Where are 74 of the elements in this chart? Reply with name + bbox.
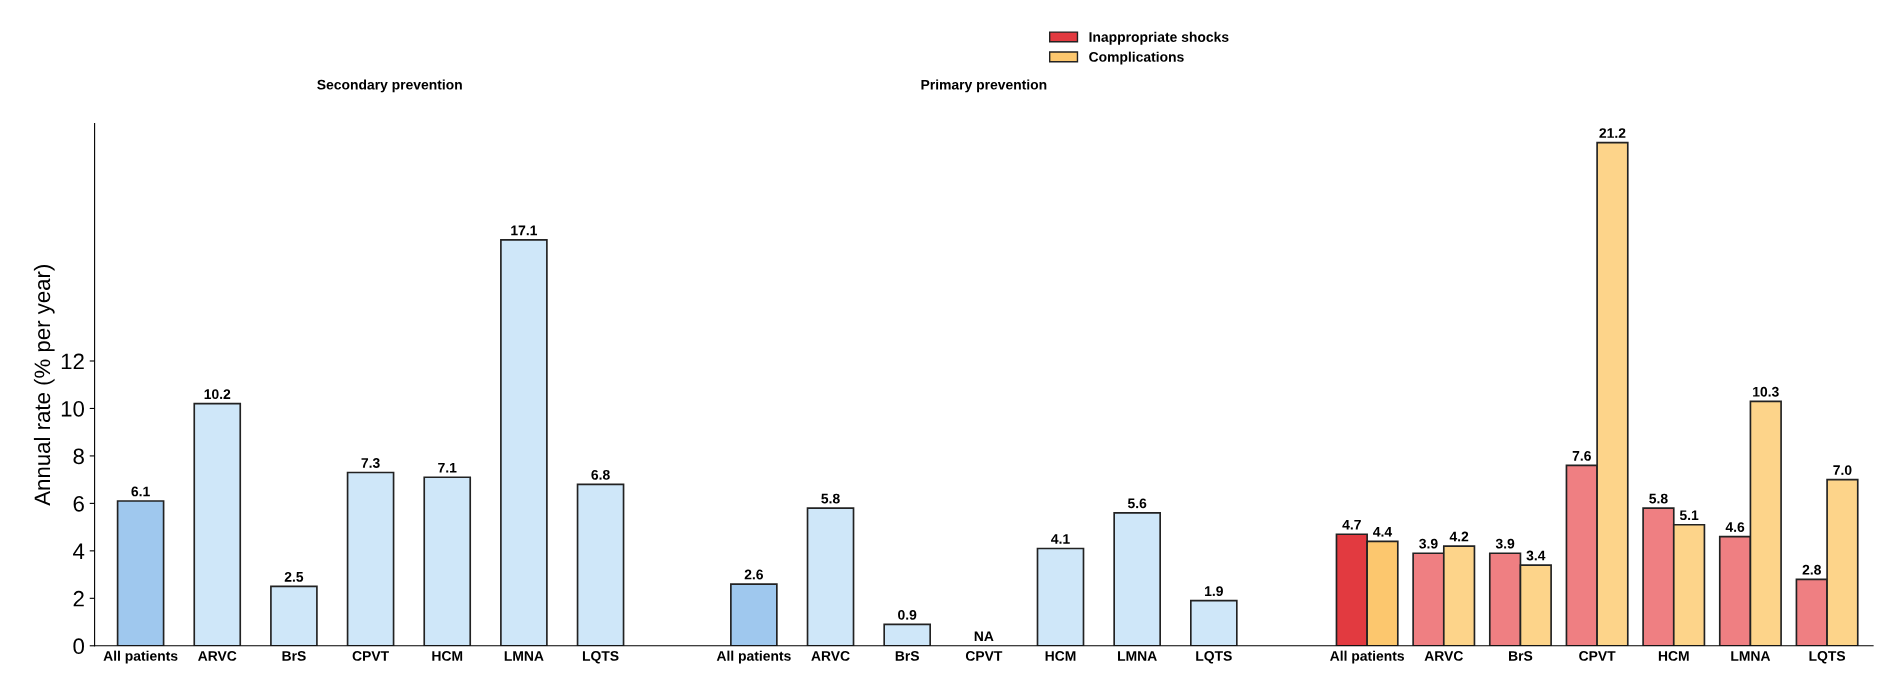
x-tick-label: LMNA bbox=[504, 651, 544, 661]
x-tick-label: ARVC bbox=[1424, 651, 1463, 661]
bar bbox=[270, 585, 318, 646]
data-label: 7.6 bbox=[1572, 450, 1591, 461]
x-tick-label: All patients bbox=[1330, 650, 1404, 664]
x-tick-label: CPVT bbox=[965, 651, 1003, 661]
data-label: 6.1 bbox=[131, 486, 150, 497]
data-label: 5.8 bbox=[821, 493, 840, 504]
x-tick-label: LMNA bbox=[1731, 651, 1771, 661]
bar bbox=[346, 471, 395, 646]
data-label: 4.1 bbox=[1051, 534, 1070, 544]
data-label: 0.9 bbox=[898, 609, 917, 620]
x-tick-label: HCM bbox=[432, 651, 463, 661]
x-tick-label: HCM bbox=[1658, 651, 1689, 661]
x-tick-label: BrS bbox=[895, 651, 919, 661]
x-tick-label: LQTS bbox=[1196, 651, 1232, 664]
data-label: 4.4 bbox=[1373, 527, 1393, 537]
data-label: 4.6 bbox=[1725, 522, 1745, 532]
bar bbox=[576, 483, 625, 646]
x-tick-label: BrS bbox=[282, 651, 306, 661]
x-tick-label: LMNA bbox=[1118, 651, 1157, 661]
x-tick-label: LQTS bbox=[582, 651, 619, 664]
data-label: 2.6 bbox=[744, 569, 764, 580]
data-label: 21.2 bbox=[1599, 128, 1626, 138]
bar bbox=[806, 507, 855, 646]
data-label: 2.8 bbox=[1802, 564, 1821, 575]
x-tick-label: ARVC bbox=[198, 651, 237, 661]
x-tick-label: All patients bbox=[716, 650, 791, 664]
x-tick-label: LQTS bbox=[1809, 651, 1846, 664]
y-tick-label: 8 bbox=[73, 448, 84, 465]
data-label: 17.1 bbox=[511, 225, 538, 236]
bar bbox=[116, 500, 165, 646]
text: Primary prevention bbox=[921, 79, 1047, 93]
data-label: 6.8 bbox=[591, 469, 610, 480]
text: Secondary prevention bbox=[317, 79, 462, 93]
data-label: 1.9 bbox=[1205, 586, 1223, 597]
data-label: 4.7 bbox=[1342, 519, 1361, 530]
data-label: 5.6 bbox=[1127, 498, 1147, 509]
bar bbox=[883, 623, 932, 646]
bar bbox=[193, 402, 242, 646]
x-tick-label: HCM bbox=[1045, 651, 1076, 661]
bar bbox=[500, 239, 548, 646]
data-label: 7.0 bbox=[1833, 465, 1852, 476]
bar bbox=[730, 583, 778, 646]
legend-label: Complications bbox=[1089, 51, 1184, 65]
x-tick-label: ARVC bbox=[811, 651, 850, 661]
x-tick-label: BrS bbox=[1509, 651, 1533, 661]
x-tick-label: All patients bbox=[103, 650, 178, 664]
y-tick-label: 10 bbox=[61, 400, 85, 417]
y-tick-label: 0 bbox=[73, 638, 85, 655]
bar bbox=[423, 476, 472, 646]
data-label: 5.1 bbox=[1679, 510, 1699, 521]
bar bbox=[1189, 599, 1238, 646]
data-label: 10.3 bbox=[1753, 386, 1779, 397]
data-label: 7.3 bbox=[361, 458, 380, 468]
bar bbox=[1036, 547, 1085, 646]
x-tick-label: CPVT bbox=[1579, 651, 1616, 661]
data-label: 3.4 bbox=[1526, 550, 1546, 561]
data-label: 4.2 bbox=[1449, 531, 1469, 542]
data-label: 3.9 bbox=[1495, 538, 1515, 549]
y-tick-label: 12 bbox=[61, 353, 84, 370]
data-label: 5.8 bbox=[1649, 493, 1668, 504]
y-axis-title: Annual rate (% per year) bbox=[33, 265, 55, 506]
data-label: 7.1 bbox=[438, 462, 457, 473]
legend-label: Inappropriate shocks bbox=[1089, 31, 1229, 45]
y-tick-label: 6 bbox=[73, 495, 84, 512]
x-tick-label: CPVT bbox=[352, 651, 389, 661]
data-label: 10.2 bbox=[204, 389, 231, 400]
data-label: 2.5 bbox=[284, 571, 304, 582]
y-tick-label: 4 bbox=[73, 543, 85, 559]
y-tick-label: 2 bbox=[73, 590, 84, 607]
bar bbox=[1113, 512, 1161, 646]
data-label: 3.9 bbox=[1419, 538, 1438, 549]
text: NA bbox=[974, 631, 994, 641]
